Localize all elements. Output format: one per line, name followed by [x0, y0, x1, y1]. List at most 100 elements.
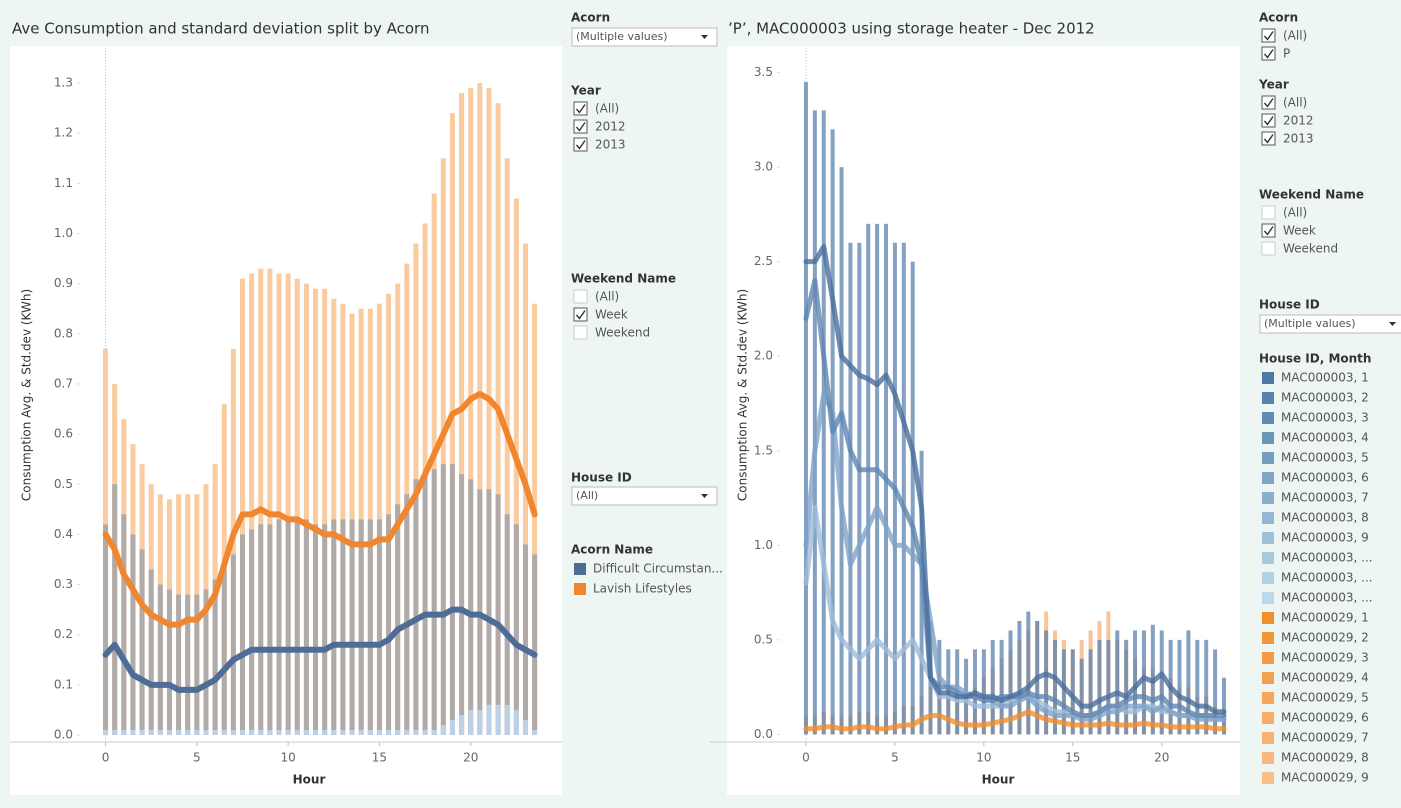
legend-label: MAC000029, 7: [1281, 731, 1369, 745]
bar: [139, 549, 145, 735]
bar: [176, 729, 182, 735]
y-tick-label: 1.5: [754, 443, 773, 457]
bar: [504, 704, 510, 735]
bar: [221, 569, 227, 735]
bar: [313, 288, 319, 735]
checkmark: [1263, 31, 1274, 41]
x-tick-label: 20: [1154, 751, 1169, 765]
checkbox[interactable]: [1261, 205, 1276, 220]
checkbox[interactable]: [573, 137, 588, 152]
bar: [322, 729, 328, 735]
legend-swatch: [1262, 752, 1274, 764]
bar: [821, 110, 826, 735]
series-line: [102, 391, 538, 628]
checkbox[interactable]: [1261, 131, 1276, 146]
legend-label: MAC000003, 3: [1281, 411, 1369, 425]
bar: [258, 524, 264, 735]
checkbox[interactable]: [573, 307, 588, 322]
bar: [194, 729, 200, 735]
y-tick-label: 2.5: [754, 254, 773, 268]
checkbox[interactable]: [1261, 241, 1276, 256]
bar: [1141, 630, 1146, 735]
bar: [358, 519, 364, 735]
dropdown-arrow: [701, 35, 708, 39]
checkbox[interactable]: [573, 101, 588, 116]
checkbox-label: 2013: [595, 138, 626, 152]
legend-label: MAC000029, 4: [1281, 671, 1369, 685]
legend-label: MAC000003, 2: [1281, 391, 1369, 405]
x-axis-title: Hour: [293, 773, 326, 787]
checkmark: [575, 140, 586, 150]
bar: [230, 729, 236, 735]
dropdown[interactable]: [1259, 314, 1401, 334]
checkbox[interactable]: [1261, 223, 1276, 238]
checkbox[interactable]: [573, 325, 588, 340]
bar: [513, 524, 519, 735]
legend-label: MAC000029, 5: [1281, 691, 1369, 705]
bar: [848, 242, 853, 735]
checkbox[interactable]: [1261, 95, 1276, 110]
legend-title: Acorn Name: [571, 543, 653, 557]
bar: [367, 729, 373, 735]
legend-label: MAC000003, 1: [1281, 371, 1369, 385]
bar: [413, 729, 419, 735]
dropdown[interactable]: [571, 27, 718, 47]
y-tick-label: 0.5: [54, 477, 73, 491]
bar: [322, 288, 328, 735]
legend-swatch: [574, 563, 586, 575]
bar: [477, 83, 483, 735]
checkbox[interactable]: [1261, 46, 1276, 61]
legend-swatch: [1262, 392, 1274, 404]
bar: [1159, 630, 1164, 735]
checkbox[interactable]: [573, 119, 588, 134]
bar: [203, 589, 209, 735]
y-axis-title: Consumption Avg. & Std.dev (KWh): [736, 289, 750, 501]
bar: [230, 554, 236, 735]
bar: [157, 729, 163, 735]
bar: [267, 268, 273, 735]
bar: [422, 474, 428, 735]
bar: [331, 298, 337, 735]
bar: [212, 729, 218, 735]
y-tick-label: 0.6: [54, 427, 73, 441]
y-tick-label: 0.0: [54, 727, 73, 741]
x-tick-label: 10: [976, 751, 991, 765]
dropdown-arrow: [701, 494, 708, 498]
legend-swatch: [1262, 652, 1274, 664]
y-tick-label: 1.1: [54, 176, 73, 190]
y-tick-label: 0.4: [54, 527, 73, 541]
bar: [431, 193, 437, 735]
bar: [322, 524, 328, 735]
bar: [258, 268, 264, 735]
bar: [212, 579, 218, 735]
legend-label: MAC000029, 9: [1281, 771, 1369, 785]
bar: [276, 273, 282, 735]
bar: [221, 729, 227, 735]
bar: [1053, 639, 1058, 735]
bar: [1115, 630, 1120, 735]
legend-swatch: [1262, 612, 1274, 624]
legend-swatch: [1262, 432, 1274, 444]
bar: [404, 494, 410, 735]
checkbox[interactable]: [1261, 113, 1276, 128]
bar: [440, 158, 446, 735]
legend-swatch: [1262, 492, 1274, 504]
checkbox[interactable]: [573, 289, 588, 304]
x-axis-title: Hour: [982, 773, 1015, 787]
checkmark: [575, 104, 586, 114]
legend-label: MAC000003, 5: [1281, 451, 1369, 465]
legend-swatch: [1262, 532, 1274, 544]
checkmark: [1263, 98, 1274, 108]
legend-swatch: [1262, 692, 1274, 704]
bar: [981, 649, 986, 735]
bar: [276, 729, 282, 735]
checkbox[interactable]: [1261, 28, 1276, 43]
bar: [440, 464, 446, 735]
legend-label: MAC000003, 4: [1281, 431, 1369, 445]
dropdown[interactable]: [571, 486, 718, 506]
bar: [166, 729, 172, 735]
bar: [386, 514, 392, 735]
bar: [1097, 639, 1102, 735]
bar: [440, 724, 446, 735]
legend-label: MAC000029, 3: [1281, 651, 1369, 665]
